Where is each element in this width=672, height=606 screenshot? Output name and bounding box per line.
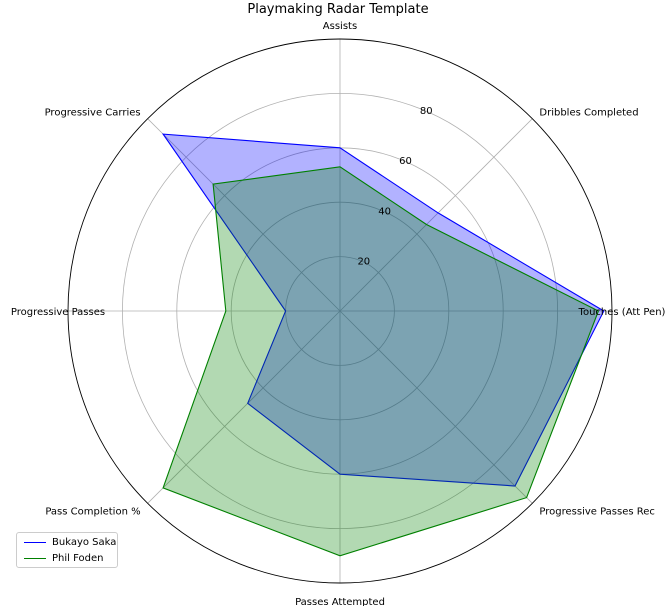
grid-spoke [147, 310, 341, 504]
legend-item: Bukayo Saka [17, 535, 117, 550]
series-layer [161, 133, 605, 557]
legend-swatch-foden [24, 558, 46, 559]
legend-swatch-saka [24, 542, 46, 543]
legend-label: Phil Foden [52, 553, 104, 564]
chart-title: Playmaking Radar Template [247, 2, 429, 17]
category-label: Pass Completion % [45, 506, 140, 517]
category-label: Passes Attempted [295, 597, 385, 606]
category-label: Progressive Passes [11, 307, 105, 318]
polar-frame [67, 38, 613, 584]
label-layer: 20 40 60 80 Touches (Att Pen) Dribbles Comple… [11, 21, 666, 606]
radial-tick-label: 80 [420, 106, 433, 117]
series-line [162, 166, 600, 557]
category-label: Progressive Carries [45, 108, 141, 119]
category-label: Dribbles Completed [539, 108, 638, 119]
category-label: Assists [323, 21, 357, 32]
grid-spoke [339, 310, 533, 504]
legend-item: Phil Foden [17, 551, 117, 566]
series-line [161, 133, 605, 487]
radial-tick-label: 60 [399, 156, 412, 167]
legend: Bukayo Saka Phil Foden [16, 532, 118, 568]
legend-label: Bukayo Saka [52, 537, 117, 548]
radial-tick-label: 40 [378, 206, 391, 217]
grid-spoke [147, 118, 341, 312]
series-area [163, 134, 604, 486]
grid-spoke [339, 118, 533, 312]
series-area [163, 166, 599, 556]
category-label: Progressive Passes Rec [539, 506, 655, 517]
category-label: Touches (Att Pen) [578, 307, 666, 318]
radial-tick-label: 20 [357, 257, 370, 268]
